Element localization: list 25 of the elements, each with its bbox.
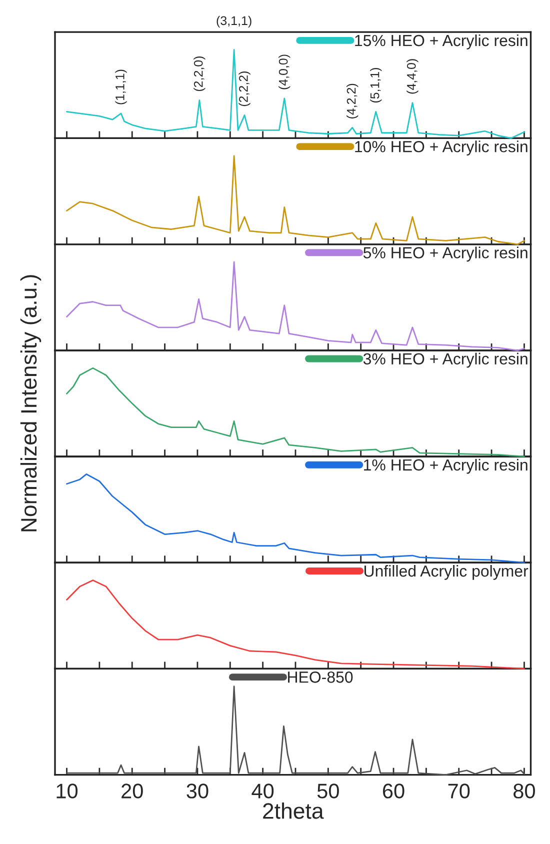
y-axis-title: Normalized Intensity (a.u.) [20,275,42,532]
annotation: (4,0,0) [278,54,290,90]
x-tick-label: 20 [122,784,143,798]
annotation: (2,2,2) [238,72,250,106]
x-tick-label: 30 [186,784,208,798]
legend-label: Unfilled Acrylic polymer [364,564,528,580]
annotation: (2,2,0) [194,56,206,92]
x-tick-label: 70 [448,784,470,798]
annotation: (1,1,1) [115,70,127,104]
annotation: (4,2,2) [346,84,358,118]
annotation: (3,1,1) [216,16,252,28]
legend-label: HEO-850 [288,672,353,683]
legend-label: 5% HEO + Acrylic resin [363,246,528,262]
x-tick-label: 60 [382,784,404,798]
x-tick-label: 50 [317,784,339,798]
legend-label: 10% HEO + Acrylic resin [355,140,528,156]
annotation: (4,4,0) [406,59,418,94]
annotation: (5,1,1) [370,68,382,103]
x-axis-title: 2theta [263,802,324,819]
legend-label: 15% HEO + Acrylic resin [355,34,528,50]
x-tick-label: 40 [252,784,274,798]
x-tick-label: 80 [514,784,535,798]
x-tick-label: 10 [56,784,78,798]
legend-label: 3% HEO + Acrylic resin [363,352,528,368]
legend-label: 1% HEO + Acrylic resin [364,458,528,474]
